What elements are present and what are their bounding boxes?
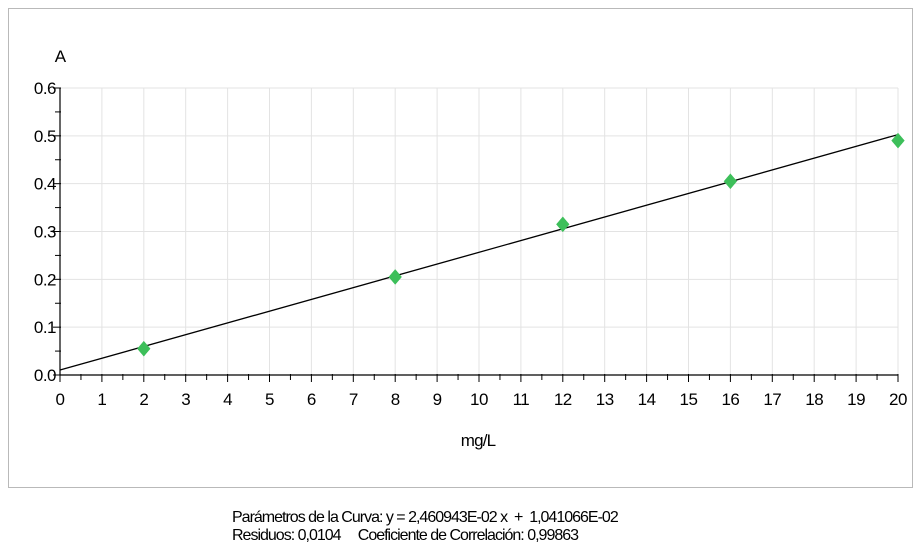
x-tick-label: 9 bbox=[433, 390, 442, 409]
x-tick-label: 8 bbox=[391, 390, 400, 409]
data-point-diamond bbox=[556, 216, 570, 233]
x-tick-label: 16 bbox=[721, 390, 739, 409]
y-tick-label: 0.4 bbox=[34, 175, 56, 194]
grid bbox=[60, 87, 899, 375]
x-tick-label: 0 bbox=[56, 390, 65, 409]
data-point-diamond bbox=[891, 132, 905, 149]
data-point-diamond bbox=[388, 269, 402, 285]
x-tick-label: 5 bbox=[265, 390, 274, 409]
y-tick-label: 0.3 bbox=[34, 223, 56, 242]
x-tick-label: 1 bbox=[97, 390, 106, 409]
data-points bbox=[137, 132, 905, 357]
x-tick-label: 19 bbox=[847, 390, 865, 409]
y-tick-label: 0.2 bbox=[34, 270, 56, 289]
x-tick-label: 2 bbox=[139, 390, 148, 409]
x-tick-label: 3 bbox=[181, 390, 190, 409]
ticks bbox=[53, 87, 899, 382]
y-axis-title: A bbox=[55, 47, 67, 66]
y-tick-label: 0.0 bbox=[34, 366, 56, 385]
data-point-diamond bbox=[137, 340, 151, 357]
curve-parameters: Parámetros de la Curva: y = 2,460943E-02… bbox=[232, 509, 619, 526]
y-tick-label: 0.5 bbox=[34, 127, 56, 146]
data-point-diamond bbox=[723, 173, 738, 190]
x-tick-label: 15 bbox=[680, 390, 698, 409]
calibration-chart: 0 1 2 3 4 5 6 7 8 9 10 11 12 13 14 15 16 17 18 19 200.00.10.… bbox=[34, 47, 908, 450]
regression-line bbox=[59, 133, 899, 371]
x-tick-label: 10 bbox=[470, 390, 488, 409]
y-tick-label: 0.1 bbox=[34, 318, 56, 337]
x-tick-label: 6 bbox=[307, 390, 316, 409]
x-tick-label: 20 bbox=[889, 390, 907, 409]
x-tick-label: 7 bbox=[349, 390, 358, 409]
x-tick-label: 11 bbox=[513, 390, 530, 409]
x-tick-label: 14 bbox=[638, 390, 656, 409]
residuals-correlation: Residuos: 0,0104 Coeficiente de Correlac… bbox=[232, 527, 579, 544]
x-tick-label: 4 bbox=[223, 390, 232, 409]
fit-line-layer bbox=[59, 133, 899, 371]
x-axis-title: mg/L bbox=[461, 431, 496, 450]
tick-labels: 0 1 2 3 4 5 6 7 8 9 10 11 12 13 14 15 16 17 18 19 200.00.10.… bbox=[34, 79, 908, 409]
y-tick-label: 0.6 bbox=[34, 79, 56, 98]
x-tick-label: 17 bbox=[763, 390, 781, 409]
x-tick-label: 18 bbox=[805, 390, 823, 409]
x-tick-label: 12 bbox=[554, 390, 572, 409]
x-tick-label: 13 bbox=[596, 390, 614, 409]
